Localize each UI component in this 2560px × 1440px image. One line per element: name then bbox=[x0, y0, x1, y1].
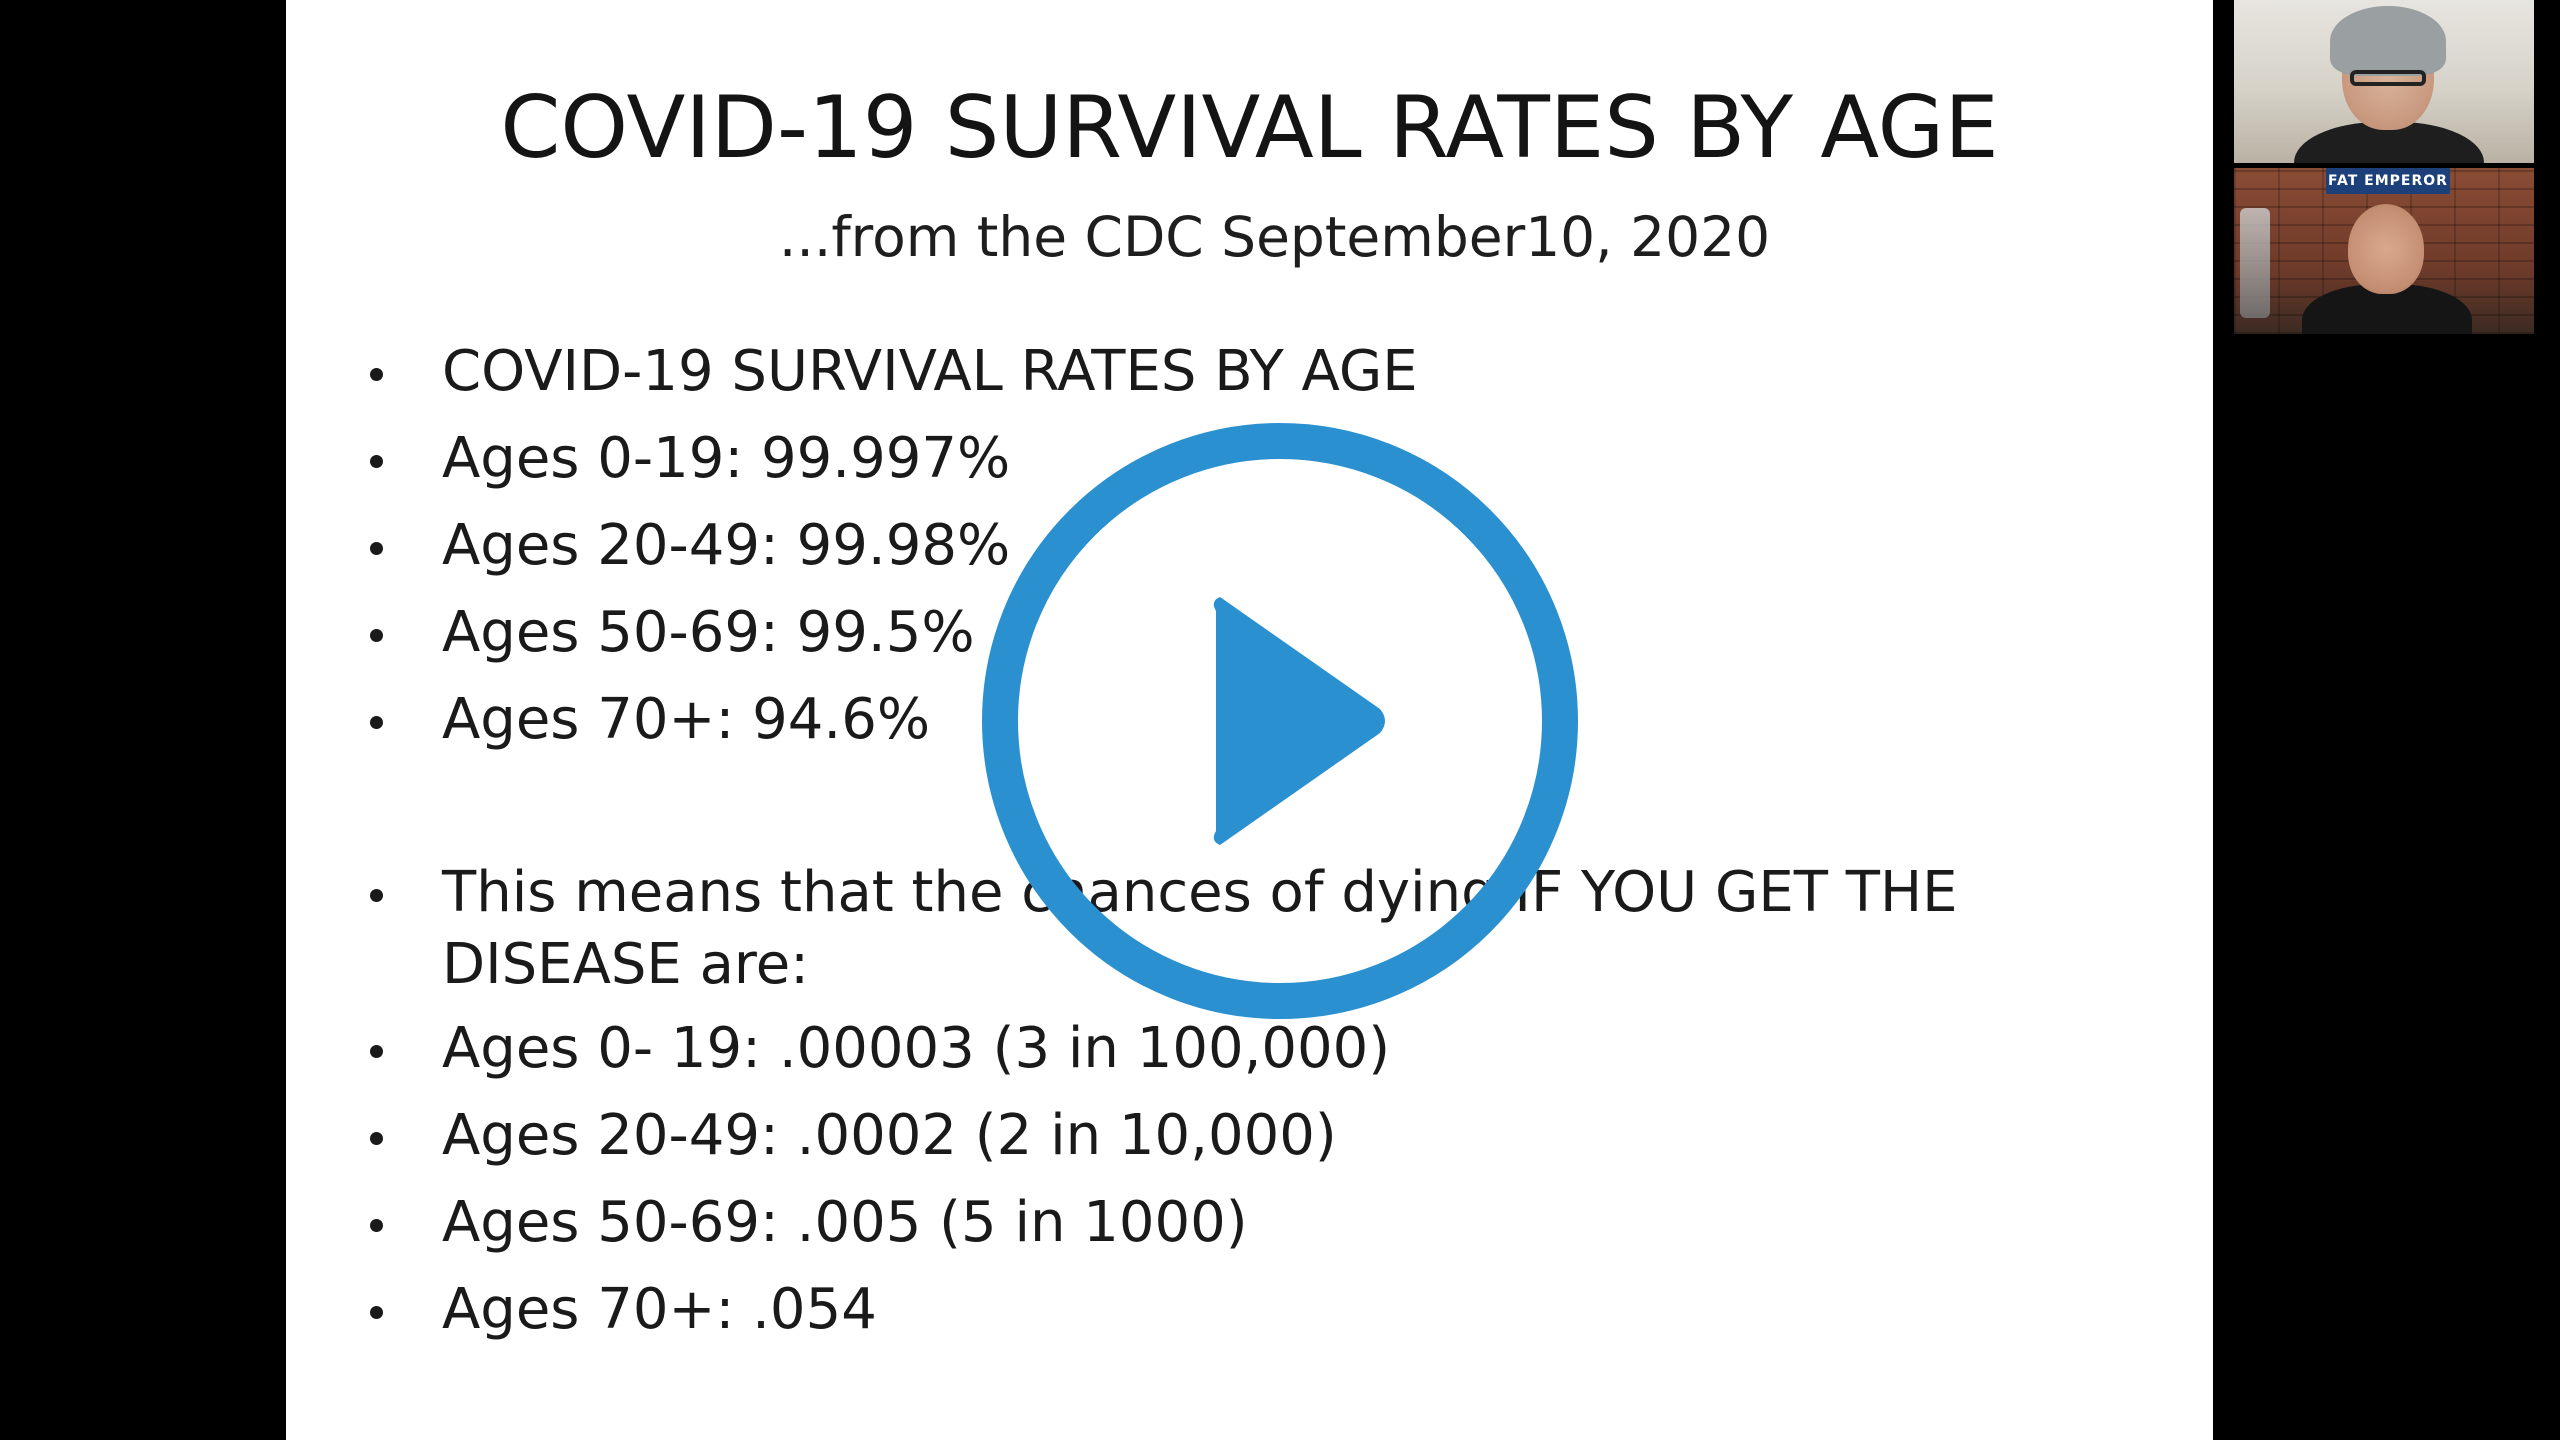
slide-subtitle: ...from the CDC September10, 2020 bbox=[778, 205, 1771, 269]
bullet-dot bbox=[370, 716, 383, 729]
bullet-dot bbox=[370, 1219, 383, 1232]
glasses bbox=[2350, 70, 2426, 86]
bullet-dot bbox=[370, 1045, 383, 1058]
bullet-text: Ages 20-49: .0002 (2 in 10,000) bbox=[442, 1103, 1337, 1168]
bullet-text: Ages 0- 19: .00003 (3 in 100,000) bbox=[442, 1016, 1391, 1081]
bullet-text: This means that the chances of dying IF … bbox=[442, 860, 1958, 997]
bullet-text: COVID-19 SURVIVAL RATES BY AGE bbox=[442, 339, 1418, 404]
participant-video-tile-1[interactable] bbox=[2234, 0, 2534, 163]
bullet-text: Ages 70+: .054 bbox=[442, 1277, 877, 1342]
bullet-dot bbox=[370, 629, 383, 642]
bullet-dot bbox=[370, 889, 383, 902]
studio-light bbox=[2240, 208, 2270, 318]
play-button[interactable] bbox=[980, 421, 1580, 1021]
bullet-dot bbox=[370, 1306, 383, 1319]
participant-face bbox=[2348, 204, 2424, 294]
bullet-text: Ages 0-19: 99.997% bbox=[442, 426, 1011, 491]
bullet-list: COVID-19 SURVIVAL RATES BY AGE Ages 0-19… bbox=[286, 0, 2213, 1440]
bullet-dot bbox=[370, 368, 383, 381]
bullet-dot bbox=[370, 542, 383, 555]
slide-title: COVID-19 SURVIVAL RATES BY AGE bbox=[500, 78, 1999, 178]
bullet-text: Ages 70+: 94.6% bbox=[442, 687, 931, 752]
bullet-text: Ages 50-69: .005 (5 in 1000) bbox=[442, 1190, 1248, 1255]
play-icon bbox=[982, 423, 1578, 1019]
presentation-slide: COVID-19 SURVIVAL RATES BY AGE ...from t… bbox=[286, 0, 2213, 1440]
bullet-text: Ages 50-69: 99.5% bbox=[442, 600, 975, 665]
bullet-text: Ages 20-49: 99.98% bbox=[442, 513, 1011, 578]
bullet-dot bbox=[370, 1132, 383, 1145]
bullet-dot bbox=[370, 455, 383, 468]
participant-video-tile-2[interactable]: FAT EMPEROR bbox=[2234, 168, 2534, 334]
wall-sign: FAT EMPEROR bbox=[2326, 168, 2450, 194]
participant-hair bbox=[2330, 6, 2446, 76]
